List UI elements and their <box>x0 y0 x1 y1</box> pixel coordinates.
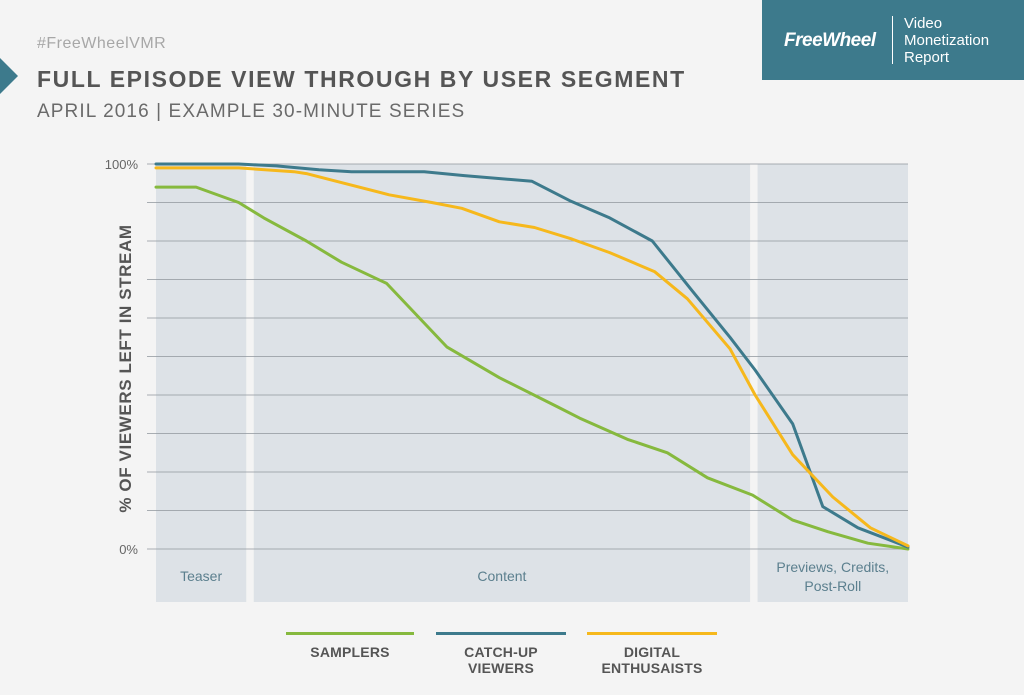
page-title: FULL EPISODE VIEW THROUGH BY USER SEGMEN… <box>37 66 686 92</box>
y-axis-label: % OF VIEWERS LEFT IN STREAM <box>116 224 135 512</box>
hashtag: #FreeWheelVMR <box>37 35 167 52</box>
page-subtitle: APRIL 2016 | EXAMPLE 30-MINUTE SERIES <box>37 101 466 122</box>
series-line-catchup <box>154 162 910 549</box>
y-tick-label-100: 100% <box>105 157 139 172</box>
series-line-enthusiasts <box>154 166 910 548</box>
legend-label-catchup: CATCH-UP VIEWERS <box>464 644 538 676</box>
segment-band-1 <box>253 164 751 602</box>
legend-item-catchup: CATCH-UP VIEWERS <box>436 632 566 676</box>
segment-label-0: Teaser <box>180 568 222 584</box>
report-name: Video Monetization Report <box>904 15 989 66</box>
segment-band-2 <box>757 164 908 602</box>
legend-swatch-samplers <box>286 632 414 635</box>
segment-label-1: Content <box>477 568 526 584</box>
report-line-2: Monetization <box>904 32 990 49</box>
segment-band-0 <box>156 164 247 602</box>
series-line-samplers <box>154 185 910 551</box>
legend-label-samplers: SAMPLERS <box>310 644 390 660</box>
legend-swatch-enthusiasts <box>587 632 717 635</box>
report-line-1: Video <box>904 15 943 32</box>
freewheel-logo: FreeWheel <box>784 30 876 51</box>
report-line-3: Report <box>904 49 950 66</box>
section-arrow-icon <box>0 58 18 94</box>
legend-item-samplers: SAMPLERS <box>286 632 414 662</box>
brand-divider <box>892 16 893 64</box>
legend-swatch-catchup <box>436 632 566 635</box>
legend-item-enthusiasts: DIGITAL ENTHUSAISTS <box>587 632 717 676</box>
brand-banner: FreeWheel Video Monetization Report <box>762 0 1024 80</box>
legend-label-enthusiasts: DIGITAL ENTHUSAISTS <box>601 644 703 676</box>
segment-label-2: Previews, Credits, Post-Roll <box>776 559 889 594</box>
y-tick-label-0: 0% <box>119 542 138 557</box>
